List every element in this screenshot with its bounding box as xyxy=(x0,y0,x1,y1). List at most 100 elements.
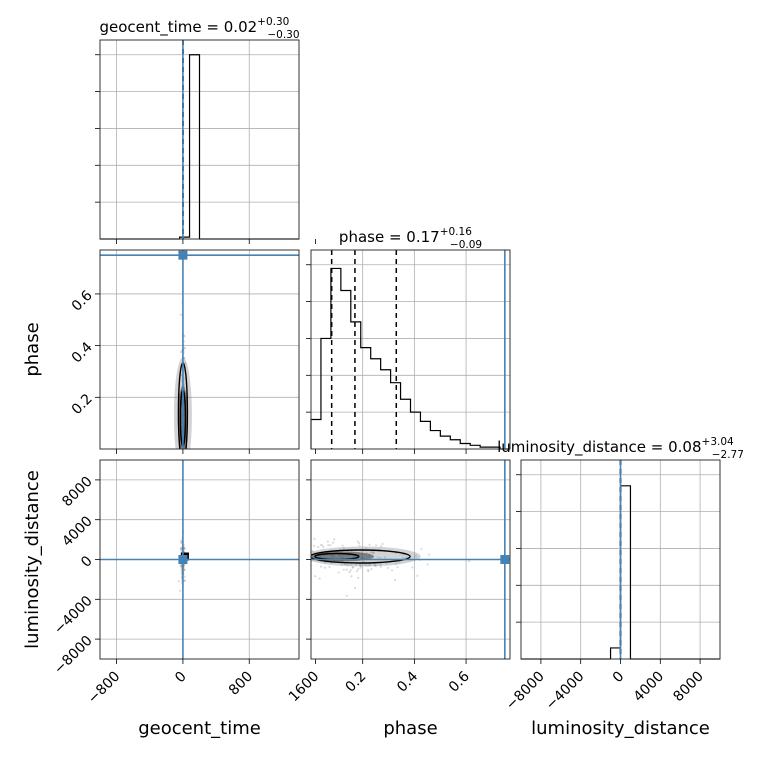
sample-point xyxy=(376,556,379,559)
contour-outer xyxy=(311,549,411,564)
sample-point xyxy=(351,566,355,569)
x-tick-label-luminosity_distance: −8000 xyxy=(503,669,548,714)
sample-point xyxy=(375,564,378,567)
hist-panel-geocent_time: geocent_time = 0.02+0.30 −0.30 xyxy=(95,16,316,244)
panel-content xyxy=(311,460,510,659)
panel-title-geocent_time: geocent_time = 0.02+0.30 −0.30 xyxy=(99,16,299,41)
x-tick-label-phase: 0.6 xyxy=(446,668,473,695)
sample-point xyxy=(179,350,183,354)
sample-point xyxy=(327,544,330,547)
sample-point xyxy=(401,553,404,556)
sample-point xyxy=(177,580,180,583)
panel-geocent_time-vs-phase xyxy=(95,249,316,454)
sample-point xyxy=(355,569,359,573)
sample-point xyxy=(370,551,374,554)
sample-point xyxy=(183,547,186,550)
sample-point xyxy=(356,540,359,543)
histogram-geocent_time xyxy=(100,54,299,240)
sample-point xyxy=(375,544,378,547)
sample-point xyxy=(359,566,362,569)
sample-point xyxy=(345,568,348,571)
sample-point xyxy=(337,571,340,574)
sample-point xyxy=(179,564,182,567)
sample-point xyxy=(358,544,361,547)
sample-point xyxy=(420,547,423,551)
sample-point xyxy=(428,553,431,556)
sample-point xyxy=(414,555,417,558)
x-axis-label-geocent_time: geocent_time xyxy=(138,718,261,739)
sample-point xyxy=(359,564,362,567)
sample-point xyxy=(357,567,360,571)
sample-point xyxy=(467,559,471,563)
sample-point xyxy=(386,566,390,570)
sample-point xyxy=(379,565,382,568)
sample-point xyxy=(313,537,316,541)
panel-title-phase: phase = 0.17+0.16 −0.09 xyxy=(339,226,482,251)
sample-point xyxy=(179,547,182,550)
sample-point xyxy=(179,313,182,316)
panel-content xyxy=(100,460,299,659)
sample-point xyxy=(357,576,360,579)
sample-point xyxy=(395,562,398,565)
sample-point xyxy=(373,564,377,568)
sample-point xyxy=(322,546,325,549)
sample-point xyxy=(405,555,408,559)
panel-frame xyxy=(99,249,300,450)
y-tick-label-phase: 0.4 xyxy=(69,339,96,366)
x-tick-label-luminosity_distance: −4000 xyxy=(543,669,588,714)
sample-point xyxy=(342,568,345,571)
sample-point xyxy=(180,569,183,572)
sample-point xyxy=(350,563,353,566)
sample-point xyxy=(179,565,183,568)
sample-point xyxy=(379,545,383,548)
sample-point xyxy=(179,541,183,544)
sample-point xyxy=(364,563,367,567)
sample-point xyxy=(319,543,323,547)
panel-content xyxy=(100,250,299,449)
sample-point xyxy=(358,542,361,545)
sample-point xyxy=(396,566,399,569)
sample-point xyxy=(345,563,348,566)
x-tick-label-geocent_time: 1600 xyxy=(286,669,323,706)
sample-point xyxy=(366,568,370,572)
sample-point xyxy=(329,544,332,547)
y-tick-label-luminosity_distance: −4000 xyxy=(51,593,96,638)
sample-point xyxy=(379,563,382,566)
y-tick-label-luminosity_distance: 8000 xyxy=(59,474,96,511)
sample-point xyxy=(370,567,373,571)
sample-point xyxy=(311,550,315,553)
y-axis-label-luminosity_distance: luminosity_distance xyxy=(22,470,43,649)
sample-point xyxy=(411,566,414,569)
sample-point xyxy=(402,556,405,559)
panel-title-luminosity_distance: luminosity_distance = 0.08+3.04 −2.77 xyxy=(497,436,744,461)
sample-point xyxy=(342,547,345,550)
sample-point xyxy=(319,565,323,568)
sample-point xyxy=(332,541,335,544)
sample-point xyxy=(183,335,186,338)
sample-point xyxy=(349,569,352,572)
sample-point xyxy=(184,362,187,365)
sample-point xyxy=(354,586,357,590)
sample-point xyxy=(317,545,320,549)
panel-geocent_time-vs-luminosity_distance xyxy=(95,459,316,664)
sample-point xyxy=(381,542,384,545)
sample-point xyxy=(394,579,397,582)
sample-point xyxy=(179,589,182,592)
x-tick-label-geocent_time: 800 xyxy=(226,669,256,699)
sample-point xyxy=(340,563,344,566)
truth-marker xyxy=(178,555,188,564)
y-tick-label-phase: 0.6 xyxy=(69,288,96,315)
sample-point xyxy=(363,560,366,563)
panel-phase-vs-luminosity_distance xyxy=(306,459,511,664)
x-tick-label-phase: 0.2 xyxy=(342,669,369,696)
sample-point xyxy=(390,569,394,572)
sample-point xyxy=(351,566,354,569)
sample-point xyxy=(368,543,371,546)
sample-point xyxy=(416,574,419,577)
sample-point xyxy=(180,539,183,542)
sample-point xyxy=(345,594,348,597)
x-tick-label-geocent_time: −800 xyxy=(85,669,124,708)
hist-panel-phase: phase = 0.17+0.16 −0.09 xyxy=(306,226,511,454)
sample-point xyxy=(347,564,350,567)
sample-point xyxy=(328,565,331,568)
